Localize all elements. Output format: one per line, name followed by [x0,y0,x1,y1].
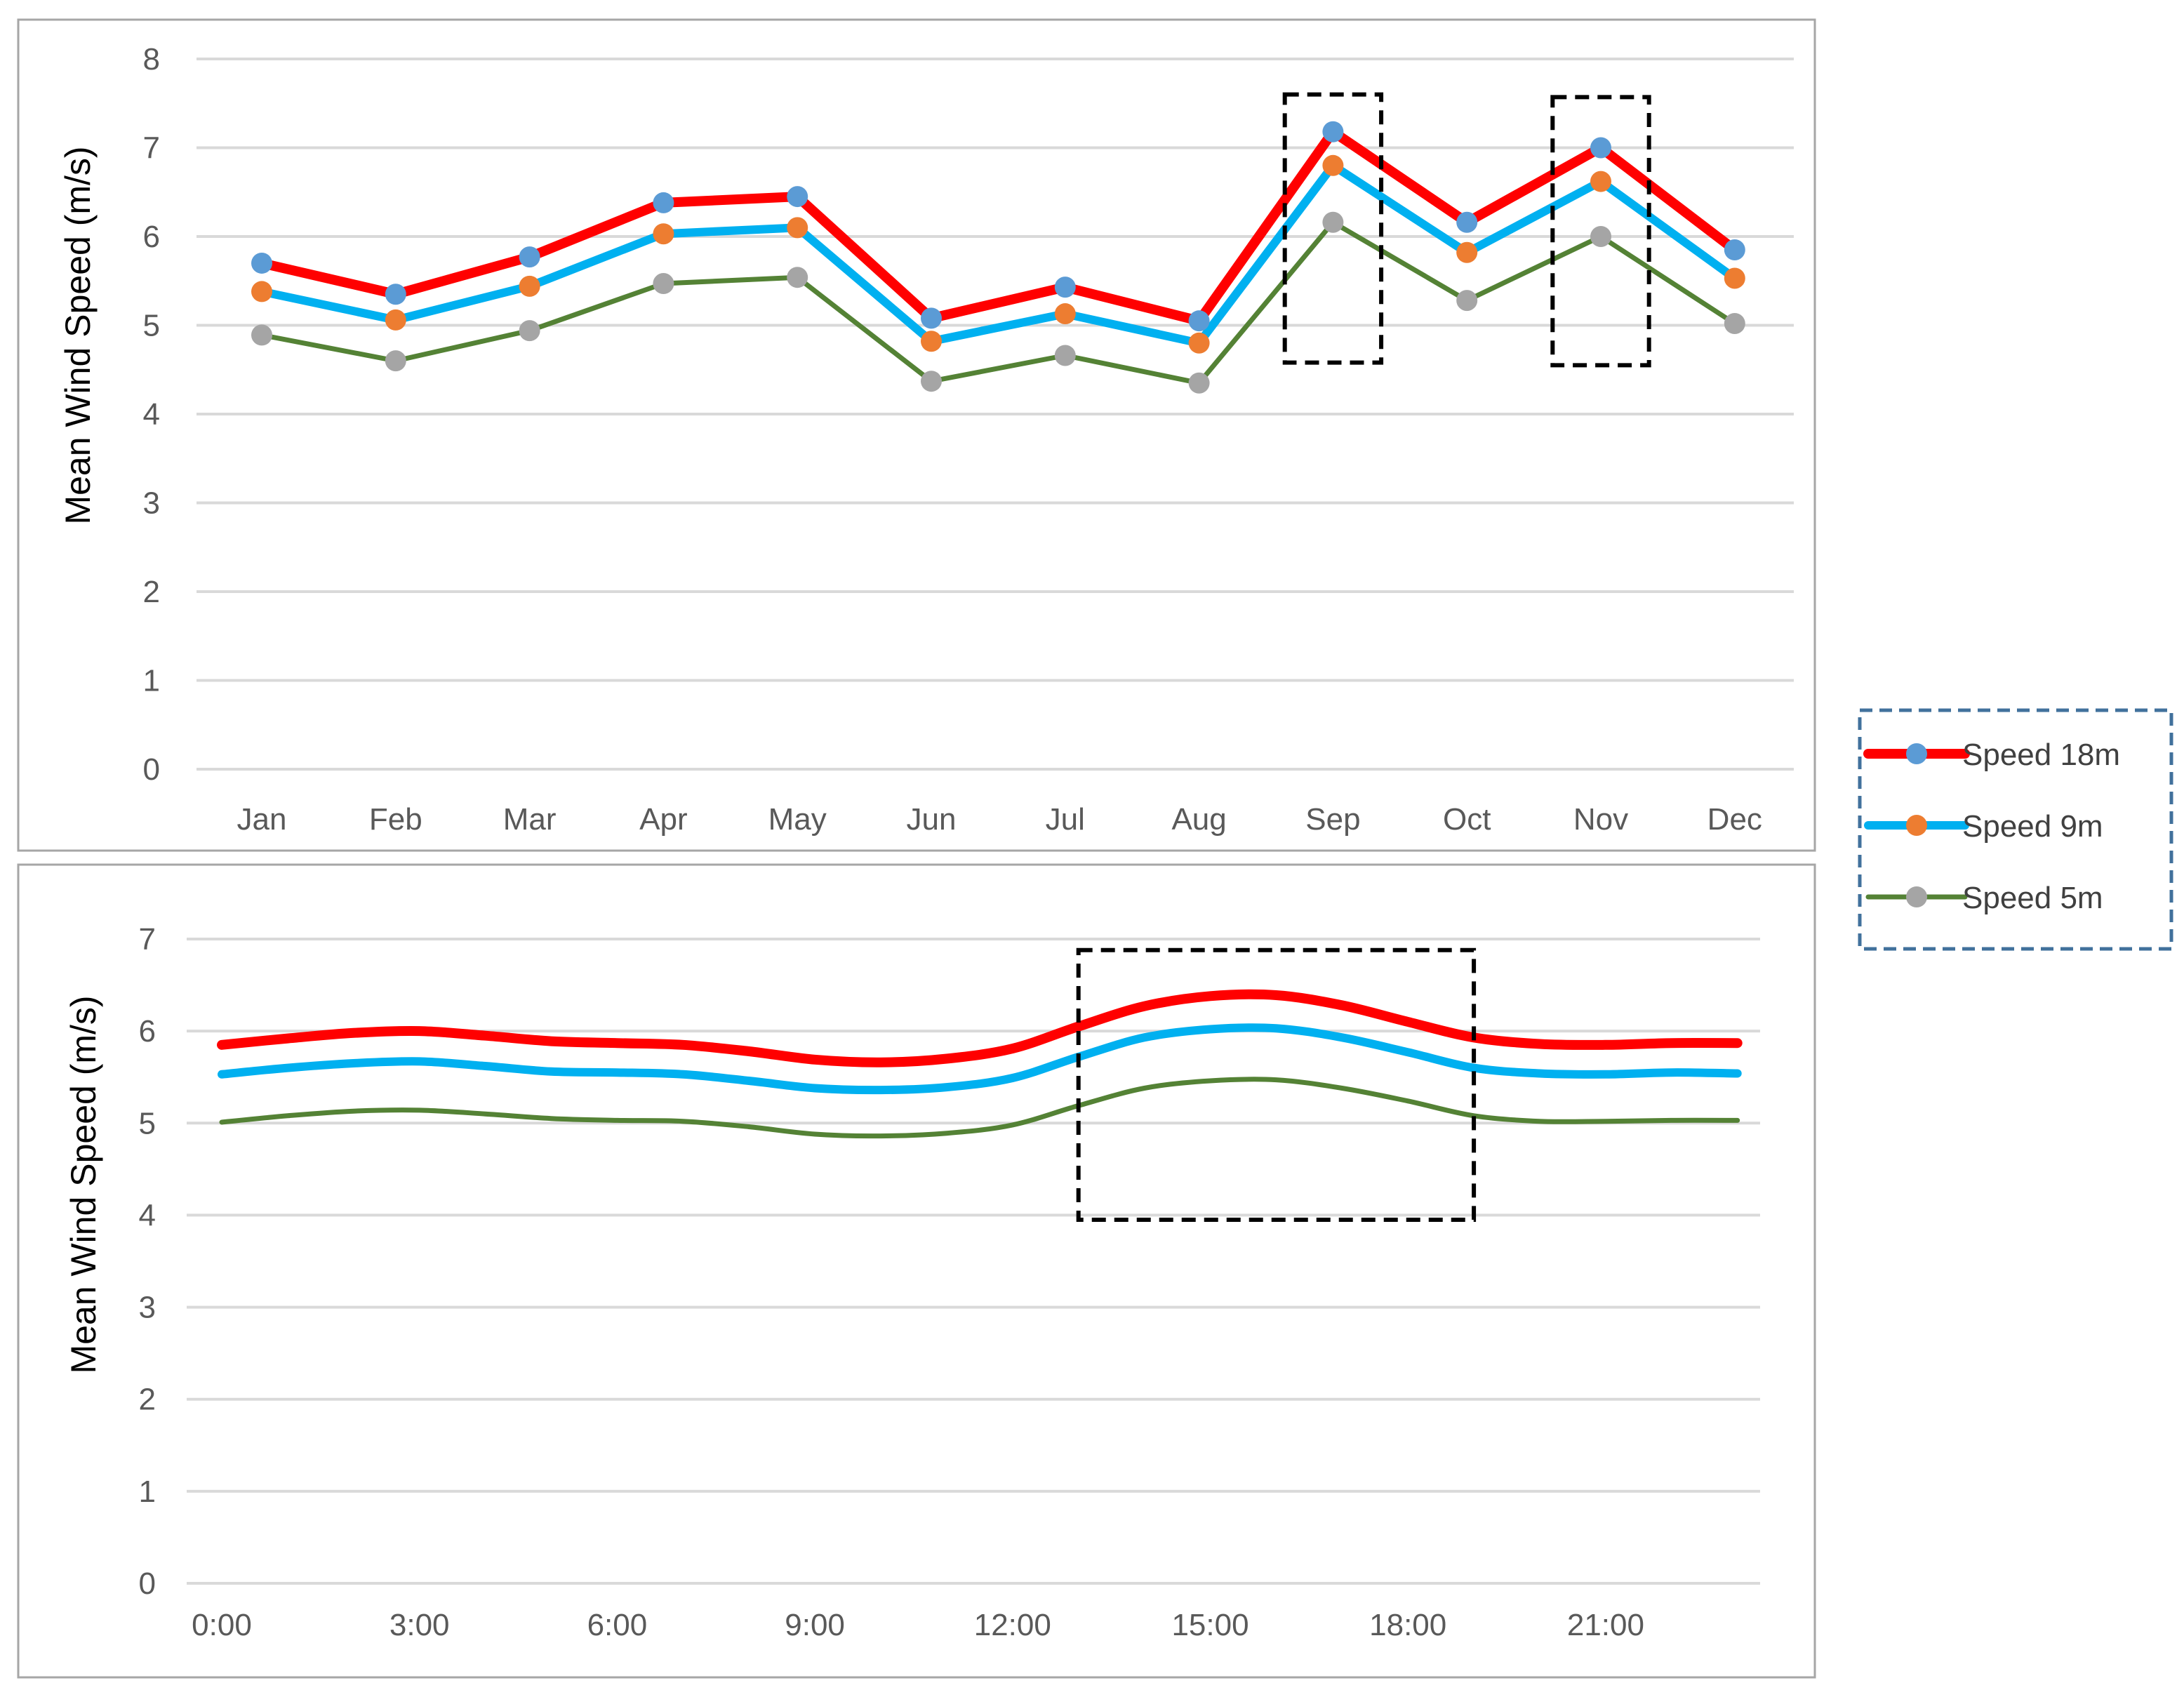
legend-label: Speed 18m [1962,738,2120,772]
bot-x-tick-label: 12:00 [974,1608,1051,1642]
top-y-tick-label: 3 [143,486,160,521]
top-data-point-speed_18m [1724,239,1745,260]
top-data-point-speed_9m [385,309,406,331]
monthly-chart: 0 1 2 3 4 5 6 7 8 Jan Feb Mar Apr May Jun Jul Aug Sep Oct… [17,18,1816,852]
top-y-tick-label: 2 [143,575,160,609]
top-data-point-speed_18m [251,252,272,274]
top-data-point-speed_18m [1188,310,1210,332]
top-x-tick-label: Jun [907,802,957,837]
top-data-point-speed_9m [1188,332,1210,354]
bot-x-tick-label: 0:00 [192,1608,252,1642]
bot-x-tick-label: 21:00 [1567,1608,1644,1642]
top-y-tick-label: 4 [143,397,160,432]
monthly-y-axis-title: Mean Wind Speed (m/s) [58,146,98,524]
bot-x-tick-label: 9:00 [785,1608,845,1642]
legend-label: Speed 9m [1962,809,2103,844]
legend-swatch-marker [1906,743,1927,764]
hourly-y-axis-title: Mean Wind Speed (m/s) [64,995,103,1373]
top-data-point-speed_5m [519,320,540,342]
bot-y-tick-label: 6 [139,1014,156,1049]
top-data-point-speed_9m [1054,303,1076,325]
top-x-tick-label: Oct [1443,802,1491,837]
bot-y-tick-label: 2 [139,1383,156,1417]
top-x-tick-label: Aug [1171,802,1226,837]
bot-x-tick-label: 6:00 [587,1608,648,1642]
top-data-point-speed_9m [653,223,674,245]
top-x-tick-label: May [768,802,827,837]
legend-swatch-marker [1906,886,1927,907]
bot-y-tick-label: 7 [139,922,156,957]
top-data-point-speed_9m [1724,267,1745,289]
top-data-point-speed_5m [251,324,272,346]
bot-series-line-speed_18m [217,989,1743,1067]
bot-y-tick-label: 1 [139,1475,156,1509]
hourly-chart: 0 1 2 3 4 5 6 7 0:00 3:00 6:00 9:00 12:00 15:00 18:00… [17,863,1816,1679]
bot-y-tick-label: 0 [139,1566,156,1601]
top-series-line-speed_18m [257,126,1740,326]
top-data-point-speed_5m [1322,211,1344,233]
bot-y-tick-label: 4 [139,1198,156,1232]
top-data-point-speed_18m [1590,137,1611,159]
bot-x-tick-label: 15:00 [1171,1608,1249,1642]
bot-series-line-speed_9m [218,1023,1742,1095]
top-data-point-speed_5m [1054,345,1076,366]
top-data-point-speed_18m [519,246,540,268]
legend-label: Speed 5m [1962,881,2103,915]
top-data-point-speed_9m [1322,154,1344,176]
top-data-point-speed_5m [1188,372,1210,394]
top-x-tick-label: Mar [503,802,557,837]
top-data-point-speed_5m [921,371,942,392]
top-data-point-speed_5m [1456,290,1478,312]
top-y-tick-label: 8 [143,42,160,76]
top-x-tick-label: Apr [639,802,687,837]
top-y-tick-label: 5 [143,309,160,343]
top-data-point-speed_9m [519,275,540,297]
top-y-tick-label: 6 [143,220,160,254]
top-series-line-speed_5m [259,220,1738,386]
top-x-tick-label: Jan [237,802,287,837]
bot-series-line-speed_5m [219,1077,1740,1139]
top-data-point-speed_9m [921,331,942,352]
top-y-tick-label: 0 [143,752,160,787]
top-highlight-box [1550,95,1651,368]
bot-y-tick-label: 3 [139,1291,156,1325]
top-data-point-speed_18m [921,307,942,329]
top-data-point-speed_9m [787,217,808,239]
bot-highlight-box [1076,947,1477,1222]
top-data-point-speed_18m [1322,121,1344,142]
top-data-point-speed_9m [1590,171,1611,192]
top-y-tick-label: 1 [143,664,160,698]
top-data-point-speed_5m [653,273,674,295]
top-highlight-box [1282,92,1384,365]
bot-x-tick-label: 18:00 [1369,1608,1446,1642]
top-x-tick-label: Dec [1707,802,1762,837]
top-x-tick-label: Feb [369,802,422,837]
top-series-line-speed_9m [258,161,1739,347]
legend: Speed 18m Speed 9m Speed 5m [1858,708,2173,951]
top-data-point-speed_5m [1590,226,1611,247]
hourly-chart-frame [17,863,1816,1679]
top-x-tick-label: Nov [1573,802,1628,837]
top-data-point-speed_5m [1724,312,1745,334]
legend-swatch-marker [1906,815,1927,836]
top-y-tick-label: 7 [143,131,160,166]
top-data-point-speed_18m [385,284,406,305]
top-data-point-speed_5m [385,350,406,372]
top-data-point-speed_9m [1456,241,1478,263]
bot-y-tick-label: 5 [139,1106,156,1140]
top-data-point-speed_5m [787,267,808,288]
monthly-chart-frame [17,18,1816,852]
top-data-point-speed_18m [1456,211,1478,233]
top-data-point-speed_9m [251,281,272,302]
top-data-point-speed_18m [787,186,808,208]
bot-x-tick-label: 3:00 [389,1608,450,1642]
top-x-tick-label: Jul [1046,802,1085,837]
top-data-point-speed_18m [653,192,674,213]
top-data-point-speed_18m [1054,277,1076,298]
top-x-tick-label: Sep [1305,802,1360,837]
